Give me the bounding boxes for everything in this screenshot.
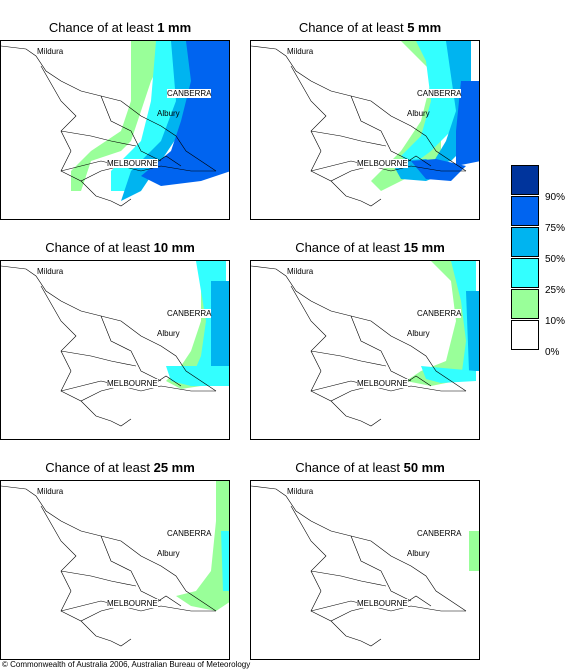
legend-label: 25% (545, 285, 566, 296)
label-melbourne: MELBOURNE (357, 599, 408, 608)
shade-25 (221, 531, 229, 591)
probability-map: Mildura CANBERRA Albury MELBOURNE (0, 260, 230, 440)
label-canberra: CANBERRA (167, 89, 212, 98)
legend-swatch (511, 227, 539, 257)
title-amount: 1 mm (157, 20, 192, 35)
map-boundaries (1, 45, 217, 207)
shade-10 (176, 481, 229, 611)
label-canberra: CANBERRA (167, 309, 212, 318)
label-mildura: Mildura (287, 487, 314, 496)
shade-25b (166, 366, 229, 386)
map-canvas (166, 261, 229, 389)
map-boundaries (1, 265, 217, 427)
label-albury: Albury (407, 109, 430, 118)
label-melbourne: MELBOURNE (107, 599, 158, 608)
panel-title: Chance of at least 1 mm (0, 20, 240, 35)
shade-75 (141, 41, 229, 186)
shade-10 (406, 261, 471, 386)
label-melbourne: MELBOURNE (357, 159, 408, 168)
label-albury: Albury (157, 329, 180, 338)
panel-title: Chance of at least 25 mm (0, 460, 240, 475)
probability-map: Mildura CANBERRA Albury MELBOURNE (0, 40, 230, 220)
map-canvas (406, 261, 479, 386)
map-canvas (371, 41, 479, 191)
label-albury: Albury (407, 549, 430, 558)
legend-label: 10% (545, 316, 566, 327)
title-amount: 50 mm (403, 460, 445, 475)
probability-map: Mildura CANBERRA Albury MELBOURNE (0, 480, 230, 660)
title-prefix: Chance of at least (45, 240, 154, 255)
label-albury: Albury (157, 549, 180, 558)
label-mildura: Mildura (37, 487, 64, 496)
shade-75 (456, 81, 479, 166)
label-mildura: Mildura (287, 267, 314, 276)
map-canvas (469, 531, 479, 571)
probability-map: Mildura CANBERRA Albury MELBOURNE (250, 480, 480, 660)
label-mildura: Mildura (37, 47, 64, 56)
shade-50 (466, 291, 479, 371)
legend-label: 50% (545, 254, 566, 265)
label-melbourne: MELBOURNE (107, 379, 158, 388)
map-canvas (176, 481, 229, 611)
legend-label: 90% (545, 192, 566, 203)
title-prefix: Chance of at least (295, 240, 404, 255)
label-mildura: Mildura (287, 47, 314, 56)
title-amount: 25 mm (153, 460, 195, 475)
legend-label: 75% (545, 223, 566, 234)
probability-map: Mildura CANBERRA Albury MELBOURNE (250, 260, 480, 440)
title-amount: 5 mm (407, 20, 442, 35)
legend-label: 0% (545, 347, 560, 358)
label-melbourne: MELBOURNE (357, 379, 408, 388)
title-prefix: Chance of at least (45, 460, 154, 475)
panel-title: Chance of at least 5 mm (250, 20, 490, 35)
map-boundaries (251, 265, 467, 427)
label-albury: Albury (157, 109, 180, 118)
probability-map: Mildura CANBERRA Albury MELBOURNE (250, 40, 480, 220)
shade-10 (71, 41, 161, 191)
map-boundaries (1, 485, 217, 647)
copyright-notice: © Commonwealth of Australia 2006, Austra… (2, 660, 251, 669)
title-amount: 15 mm (403, 240, 445, 255)
label-melbourne: MELBOURNE (107, 159, 158, 168)
title-prefix: Chance of at least (48, 20, 158, 35)
label-albury: Albury (407, 329, 430, 338)
shade-25 (401, 41, 461, 166)
map-boundaries (251, 485, 467, 647)
panel-title: Chance of at least 10 mm (0, 240, 240, 255)
label-mildura: Mildura (37, 267, 64, 276)
label-canberra: CANBERRA (417, 529, 462, 538)
title-amount: 10 mm (153, 240, 195, 255)
legend-swatch (511, 320, 539, 350)
legend-swatch (511, 289, 539, 319)
title-prefix: Chance of at least (298, 20, 408, 35)
panel-title: Chance of at least 15 mm (250, 240, 490, 255)
legend-swatch (511, 258, 539, 288)
shade-10 (469, 531, 479, 571)
title-prefix: Chance of at least (295, 460, 404, 475)
map-boundaries (251, 45, 467, 207)
legend: 90% 75% 50% 25% 10% 0% (511, 165, 570, 365)
shade-50 (211, 281, 229, 376)
label-canberra: CANBERRA (167, 529, 212, 538)
shade-25 (111, 41, 191, 191)
panel-title: Chance of at least 50 mm (250, 460, 490, 475)
shade-75b (411, 159, 466, 181)
label-canberra: CANBERRA (417, 89, 462, 98)
legend-swatch (511, 196, 539, 226)
label-canberra: CANBERRA (417, 309, 462, 318)
legend-swatch (511, 165, 539, 195)
shade-25b (421, 366, 476, 383)
